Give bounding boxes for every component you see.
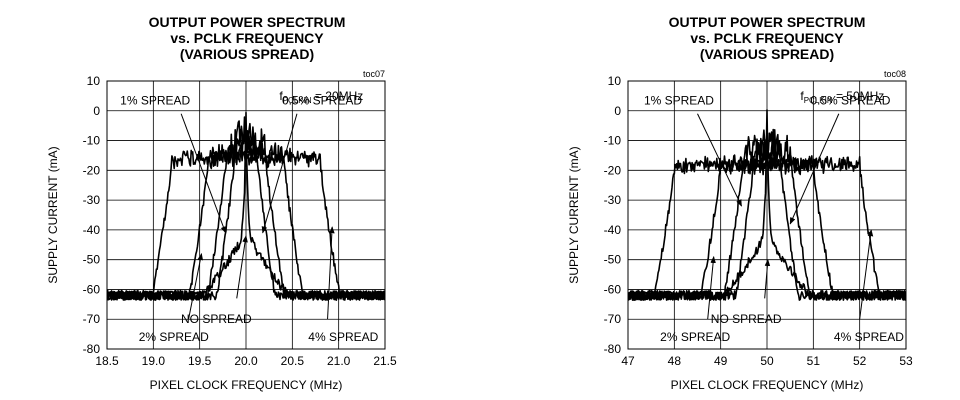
y-axis-label: SUPPLY CURRENT (mA) [46,146,60,283]
series-line [628,154,906,301]
series-annotation: 0.5% SPREAD [282,93,362,107]
series-annotation: 2% SPREAD [660,330,730,344]
annotation-arrow [859,229,874,320]
x-tick-label: 21.5 [373,354,397,368]
x-tick-label: 51 [807,354,821,368]
y-tick-label: -20 [604,163,622,177]
x-tick-label: 21.0 [327,354,351,368]
y-tick-label: -80 [83,342,101,356]
figure-id: toc08 [884,69,906,79]
plot-frame [106,80,386,350]
y-tick-label: 0 [93,104,100,118]
annotation-arrow [707,255,716,320]
chart-title-line: vs. PCLK FREQUENCY [690,30,844,46]
chart-title-line: (VARIOUS SPREAD) [180,46,314,62]
series-annotation: 1% SPREAD [120,93,190,107]
series-annotation: 2% SPREAD [139,330,209,344]
y-tick-label: 10 [608,74,622,88]
condition-label: fPCLKIN = 50MHz [800,89,884,105]
annotation-arrow [261,113,298,234]
series-annotation: 1% SPREAD [644,93,714,107]
x-tick-label: 19.5 [188,354,212,368]
y-tick-label: -30 [604,193,622,207]
annotation-arrow [789,113,840,225]
y-tick-label: -10 [83,134,101,148]
x-tick-label: 47 [621,354,635,368]
x-axis-label: PIXEL CLOCK FREQUENCY (MHz) [671,378,864,392]
y-tick-label: -80 [604,342,622,356]
series-group [628,109,906,301]
chart-title-line: vs. PCLK FREQUENCY [170,30,324,46]
series-annotation: NO SPREAD [711,312,782,326]
plot-frame [627,80,907,350]
figure-id: toc07 [363,69,385,79]
x-tick-label: 49 [714,354,728,368]
y-tick-label: -20 [83,163,101,177]
series-line [107,142,385,301]
chart-title-line: OUTPUT POWER SPECTRUM [149,14,346,30]
chart-title-line: OUTPUT POWER SPECTRUM [669,14,866,30]
annotation-arrow [236,235,248,299]
condition-label: fPCLKIN = 20MHz [279,89,363,105]
x-tick-label: 50 [760,354,774,368]
series-group [107,111,385,301]
series-annotation: 4% SPREAD [308,330,378,344]
y-tick-label: 0 [614,104,621,118]
annotation-arrow [188,253,204,320]
y-tick-label: -70 [83,312,101,326]
y-tick-label: -40 [604,223,622,237]
x-tick-label: 20.0 [234,354,258,368]
y-axis-label: SUPPLY CURRENT (mA) [567,146,581,283]
annotation-arrow [764,258,771,299]
y-tick-label: -10 [604,134,622,148]
x-axis-label: PIXEL CLOCK FREQUENCY (MHz) [150,378,343,392]
y-tick-label: -70 [604,312,622,326]
x-tick-label: 48 [668,354,682,368]
annotation-arrow [327,226,335,320]
series-annotation: NO SPREAD [181,312,252,326]
series-annotation: 0.5% SPREAD [810,93,890,107]
y-tick-label: -30 [83,193,101,207]
x-tick-label: 19.0 [142,354,166,368]
y-tick-label: -60 [604,282,622,296]
x-tick-label: 20.5 [281,354,305,368]
y-tick-label: -60 [83,282,101,296]
x-tick-label: 53 [899,354,913,368]
chart-title-line: (VARIOUS SPREAD) [700,46,834,62]
series-line [107,147,385,301]
annotation-arrow [180,113,227,234]
series-annotation: 4% SPREAD [834,330,904,344]
annotation-arrow [697,113,742,207]
x-tick-label: 18.5 [95,354,119,368]
y-tick-label: -50 [604,253,622,267]
y-tick-label: -50 [83,253,101,267]
y-tick-label: 10 [87,74,101,88]
x-tick-label: 52 [853,354,867,368]
y-tick-label: -40 [83,223,101,237]
